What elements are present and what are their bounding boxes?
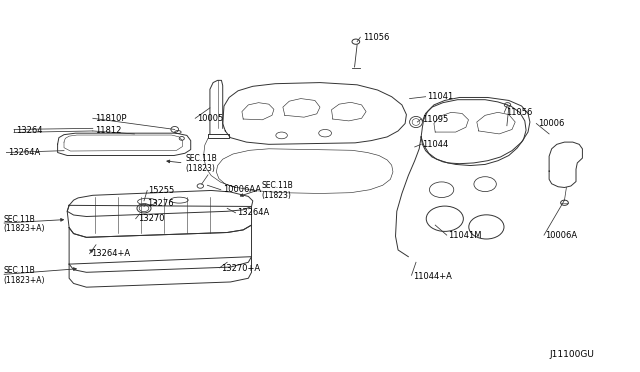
Text: 13276: 13276 [147,199,174,208]
Text: 10006: 10006 [538,119,564,128]
Text: 11810P: 11810P [95,114,126,123]
Text: 11056: 11056 [506,108,532,117]
Text: 11041M: 11041M [448,231,481,240]
Text: 11056: 11056 [363,33,389,42]
Text: 13264: 13264 [16,126,42,135]
Text: SEC.11B
(11823): SEC.11B (11823) [186,154,218,173]
Text: 13270: 13270 [138,214,164,223]
Text: 11044+A: 11044+A [413,272,452,280]
Text: 13264+A: 13264+A [91,249,130,258]
Text: 11812: 11812 [95,126,121,135]
Text: 13270+A: 13270+A [221,264,260,273]
Text: 11095: 11095 [422,115,449,124]
Text: 13264A: 13264A [237,208,269,217]
Text: SEC.11B
(11823+A): SEC.11B (11823+A) [3,266,45,285]
Text: J11100GU: J11100GU [549,350,594,359]
Text: 13264A: 13264A [8,148,40,157]
Text: 10005: 10005 [197,114,223,123]
Text: 10006A: 10006A [545,231,577,240]
Text: 15255: 15255 [148,186,175,195]
Text: 11041: 11041 [428,92,454,101]
Text: SEC.11B
(11823): SEC.11B (11823) [261,181,293,200]
Text: 11044: 11044 [422,140,449,149]
Text: 10006AA: 10006AA [223,185,261,194]
Text: SEC.11B
(11823+A): SEC.11B (11823+A) [3,215,45,233]
